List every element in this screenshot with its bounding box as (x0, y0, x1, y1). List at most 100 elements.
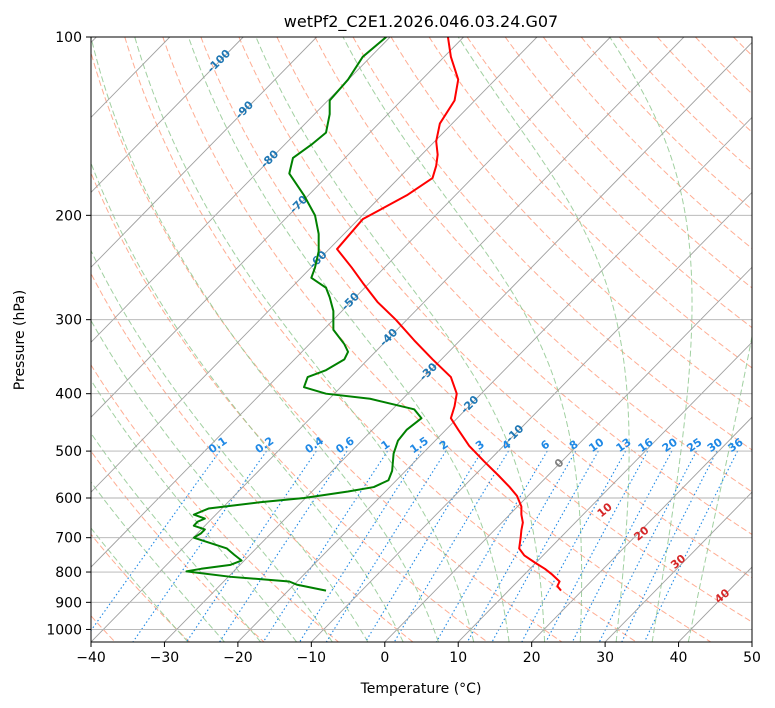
moist-adiabat-line (91, 249, 369, 642)
x-tick-label: 20 (523, 650, 541, 666)
mixing-ratio-label: 6 (538, 438, 552, 453)
dry-adiabat-line (91, 272, 414, 642)
dry-adiabat-label: 40 (712, 586, 732, 606)
mixing-ratio-label: 20 (660, 435, 680, 455)
moist-adiabat-line (457, 37, 630, 642)
x-tick-label: 40 (670, 650, 688, 666)
isotherm-line (91, 37, 538, 493)
mixing-ratio-line (621, 450, 718, 642)
isotherm-line (311, 191, 752, 642)
mixing-ratio-line (571, 450, 673, 642)
y-tick-label: 100 (55, 30, 82, 46)
mixing-ratio-label: 30 (705, 435, 725, 455)
x-tick-label: −10 (297, 650, 327, 666)
dry-adiabat-line (91, 364, 339, 642)
moist-adiabat-line (91, 319, 333, 642)
isotherm-line (91, 37, 685, 642)
mixing-ratio-line (521, 450, 627, 642)
y-axis-ticks: 100 200 300 400 500 600 700 800 900 1000 (46, 30, 91, 638)
mixing-ratio-label: 2 (437, 438, 451, 453)
moist-adiabat-line (91, 37, 439, 642)
dry-adiabat-label: 20 (631, 523, 651, 543)
isotherm-line (384, 266, 752, 642)
moist-adiabat-line (91, 527, 189, 642)
mixing-ratio-label: 0.1 (206, 434, 229, 456)
isotherms (91, 37, 752, 642)
mixing-ratio-label: 16 (636, 435, 656, 455)
y-tick-label: 400 (55, 387, 82, 403)
moist-adiabat-line (91, 481, 225, 642)
dry-adiabat-label: 10 (595, 500, 615, 520)
mixing-ratio-label: 3 (473, 438, 487, 453)
moist-adiabat-line (91, 161, 404, 642)
isotherm-line (604, 491, 752, 642)
y-tick-label: 600 (55, 491, 82, 507)
isotherm-line (164, 41, 752, 642)
dry-adiabat-line (580, 37, 752, 211)
plot-frame (90, 36, 753, 643)
dry-adiabat-label: 30 (668, 552, 688, 572)
isotherm-line (91, 37, 318, 268)
dry-adiabat-line (771, 37, 775, 642)
dry-adiabat-line (91, 533, 190, 642)
moist-adiabat-line (134, 37, 475, 642)
y-tick-label: 500 (55, 444, 82, 460)
mixing-ratio-label: 13 (614, 436, 634, 455)
x-tick-label: 30 (596, 650, 614, 666)
mixing-ratio-line (598, 450, 697, 642)
y-axis-label: Pressure (hPa) (12, 290, 28, 390)
isotherm-line (751, 641, 752, 642)
dry-adiabat-line (200, 37, 752, 623)
dry-adiabat-line (390, 37, 752, 410)
x-tick-label: −40 (76, 650, 106, 666)
mixing-ratio-line (186, 450, 317, 642)
temperature-line (336, 37, 562, 592)
mixing-ratio-line (219, 450, 348, 642)
isotherm-line (457, 341, 752, 642)
mixing-ratio-line (643, 450, 739, 642)
mixing-ratio-label: 1 (379, 438, 393, 453)
isotherm-line (531, 416, 752, 642)
dry-adiabat-line (91, 450, 265, 642)
mixing-ratio-line (325, 450, 447, 642)
moist-adiabat-line (687, 333, 752, 642)
chart-title: wetPf2_C2E1.2026.046.03.24.G07 (284, 12, 558, 32)
dry-adiabat-line (124, 37, 637, 642)
dry-adiabat-line (466, 37, 752, 329)
isotherm-line (91, 37, 464, 418)
dry-adiabat-line (733, 37, 752, 57)
isotherm-line (91, 37, 391, 343)
mixing-ratio-label: 1.5 (407, 434, 430, 456)
moist-adiabat-line (255, 37, 546, 642)
y-tick-label: 900 (55, 595, 82, 611)
mixing-ratio-line (491, 450, 599, 642)
x-tick-label: 0 (380, 650, 389, 666)
dry-adiabat-line (542, 37, 752, 250)
x-tick-label: 10 (449, 650, 467, 666)
x-tick-label: 50 (743, 650, 761, 666)
y-tick-label: 1000 (46, 622, 82, 638)
mixing-ratio-line (364, 450, 483, 642)
moist-adiabat-line (91, 379, 298, 642)
mixing-ratio-line (466, 450, 577, 642)
dewpoint-line (185, 37, 423, 592)
mixing-ratio-line (91, 450, 221, 632)
mixing-ratio-label: 0.4 (303, 434, 327, 456)
mixing-ratio-line (545, 450, 649, 642)
isotherm-line (678, 566, 752, 642)
sounding-series (185, 37, 562, 592)
isotherm-line (237, 116, 752, 642)
mixing-ratio-line (435, 450, 548, 642)
dry-adiabat-line (162, 37, 712, 642)
mixing-ratio-line (393, 450, 509, 642)
y-tick-label: 200 (55, 208, 82, 224)
dry-adiabat-line (238, 37, 752, 579)
mixing-ratio-label: 8 (567, 438, 581, 453)
x-axis-label: Temperature (°C) (360, 681, 482, 697)
mixing-ratio-lines (91, 450, 739, 642)
x-axis-ticks: −40 −30 −20 −10 0 10 20 30 40 50 (76, 642, 761, 666)
dry-adiabat-line (91, 50, 563, 642)
mixing-ratio-label: 10 (586, 435, 606, 455)
dry-adiabat-line (656, 37, 752, 133)
